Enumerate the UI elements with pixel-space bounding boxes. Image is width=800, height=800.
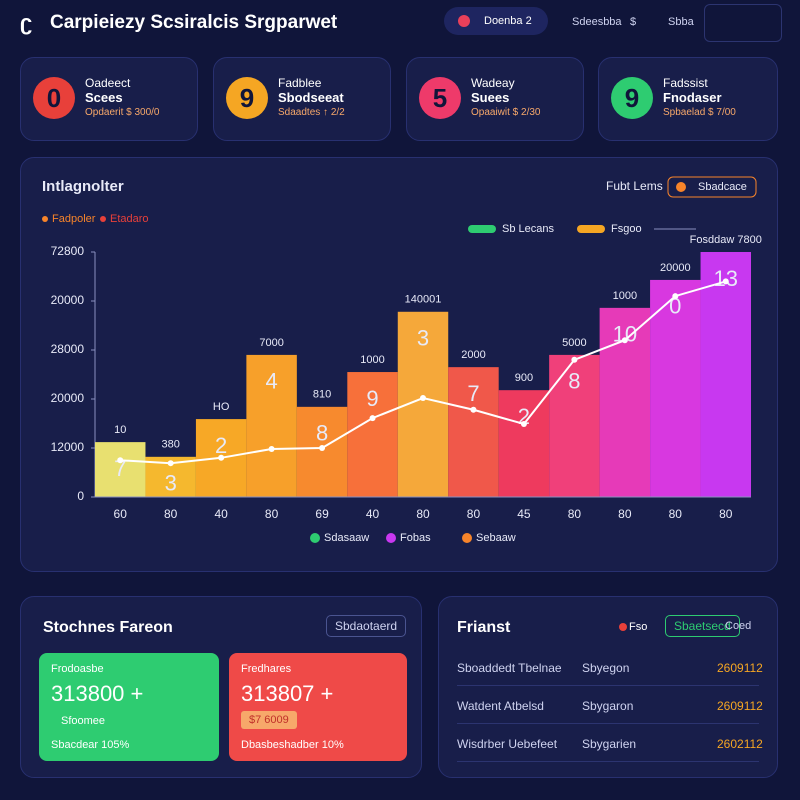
dot	[619, 623, 627, 631]
list-panel: Frianst Fso Sbaetsecd Coed Sboaddedt Tbe…	[438, 596, 778, 778]
stat-text: Fnodaser	[663, 90, 722, 105]
row-cell: Watdent Atbelsd	[457, 699, 544, 713]
stat-text: Wadeay	[471, 76, 515, 90]
stat-icon: 0	[33, 77, 75, 119]
stat-card: 9 Fadblee Sbodseeat Sdaadtes ↑ 2/2	[213, 57, 391, 141]
stocks-panel: Stochnes Fareon Sbdaotaerd Frodoasbe 313…	[20, 596, 422, 778]
row-cell: 2609112	[717, 661, 763, 675]
list-row: Wisdrber Uebefeet Sbygarien 2602112	[457, 725, 763, 762]
card-label: Frodoasbe	[51, 663, 104, 675]
panel-button[interactable]: Sbaetsecd	[665, 615, 740, 637]
card-foot: Dbasbeshadber 10%	[241, 739, 344, 751]
stat-text: Scees	[85, 90, 123, 105]
notification-pill[interactable]: Doenba 2	[444, 7, 548, 35]
stat-text: Sbodseeat	[278, 90, 344, 105]
card-sub: Sfoomee	[61, 715, 106, 727]
dot	[458, 15, 470, 27]
list-row: Sboaddedt Tbelnae Sbyegon 2609112	[457, 649, 763, 686]
stat-text: Suees	[471, 90, 510, 105]
stat-text: Oadeect	[85, 76, 131, 90]
panel-button[interactable]: Coed	[725, 620, 752, 632]
stat-icon: 5	[419, 77, 461, 119]
row-cell: 2602112	[717, 737, 763, 751]
stat-icon: 9	[611, 77, 653, 119]
stat-card: 9 Fadssist Fnodaser Spbaelad $ 7/00	[598, 57, 778, 141]
card-value: 313800 +	[51, 681, 144, 706]
card-value: 313807 +	[241, 681, 334, 706]
row-cell: Sboaddedt Tbelnae	[457, 661, 562, 675]
stat-card: 0 Oadeect Scees Opdaerit $ 300/0	[20, 57, 198, 141]
logo: ʗ	[20, 10, 33, 35]
panel-title: Frianst	[457, 619, 511, 636]
row-cell: Sbygaron	[582, 699, 634, 713]
row-cell: Sbygarien	[582, 737, 637, 751]
stat-text: Opaaiwit $ 2/30	[471, 107, 541, 118]
card-label: Fredhares	[241, 663, 292, 675]
row-cell: Sbyegon	[582, 661, 630, 675]
stat-text: Fadblee	[278, 76, 322, 90]
stat-text: Sdaadtes ↑ 2/2	[278, 107, 345, 118]
green-card: Frodoasbe 313800 + Sfoomee Sbacdear 105%	[39, 653, 219, 761]
red-card: Fredhares 313807 + $7 6009 Dbasbeshadber…	[229, 653, 407, 761]
stat-text: Spbaelad $ 7/00	[663, 107, 736, 118]
panel-button[interactable]: Sbdaotaerd	[326, 615, 407, 637]
tag: Fso	[629, 621, 648, 633]
pill-text: Doenba 2	[484, 15, 532, 27]
header: ʗ Carpieiezy Scsiralcis Srgparwet Doenba…	[0, 0, 800, 44]
stat-icon: 9	[226, 77, 268, 119]
nav-link[interactable]: $	[630, 16, 637, 28]
chart-panel	[20, 157, 778, 572]
row-cell: Wisdrber Uebefeet	[457, 737, 558, 751]
nav-link[interactable]: Sdeesbba	[572, 16, 622, 28]
stat-text: Fadssist	[663, 76, 708, 90]
list-row: Watdent Atbelsd Sbygaron 2609112	[457, 687, 763, 724]
card-foot: Sbacdear 105%	[51, 739, 130, 751]
row-cell: 2609112	[717, 699, 763, 713]
nav-link[interactable]: Sbba	[668, 16, 694, 28]
stat-card: 5 Wadeay Suees Opaaiwit $ 2/30	[406, 57, 584, 141]
stat-text: Opdaerit $ 300/0	[85, 107, 160, 118]
user-box[interactable]	[704, 4, 782, 42]
app-title: Carpieiezy Scsiralcis Srgparwet	[50, 12, 338, 33]
card-sub: $7 6009	[241, 711, 297, 729]
panel-title: Stochnes Fareon	[43, 619, 173, 636]
